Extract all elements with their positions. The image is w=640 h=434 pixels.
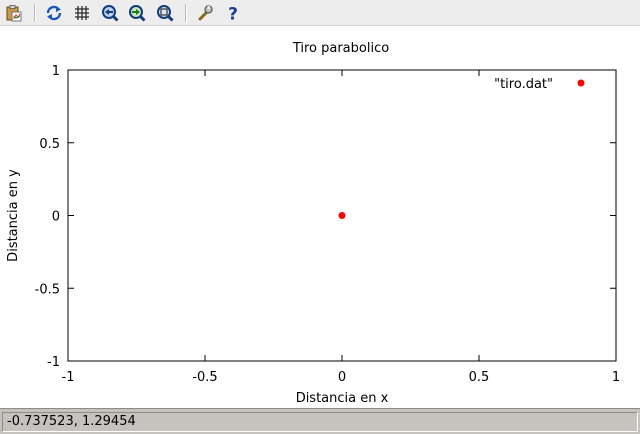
statusbar: -0.737523, 1.29454 <box>0 408 640 434</box>
data-points <box>338 212 346 219</box>
wrench-icon <box>198 5 213 21</box>
legend: "tiro.dat" <box>494 77 585 92</box>
help-icon: ? <box>228 5 238 23</box>
y-tick-label: 0 <box>52 210 60 225</box>
zoom-fit-icon <box>157 5 174 22</box>
data-point <box>338 212 346 219</box>
copy-clipboard-button[interactable] <box>4 3 24 23</box>
zoom-next-icon <box>129 5 146 22</box>
x-axis-label: Distancia en x <box>296 391 389 406</box>
y-axis-label: Distancia en y <box>6 169 21 262</box>
y-tick-label: -1 <box>47 355 60 370</box>
y-tick-label: 0.5 <box>39 137 60 152</box>
zoom-previous-icon <box>102 5 119 22</box>
grid-icon <box>75 6 89 20</box>
toolbar-separator <box>34 4 36 22</box>
x-tick-label: 0.5 <box>469 370 490 385</box>
autoscale-button[interactable] <box>155 3 175 23</box>
options-button[interactable] <box>195 3 215 23</box>
axis-ticks: -1 -0.5 0 0.5 1 -1 -0.5 0 0.5 1 <box>35 64 621 385</box>
clipboard-icon <box>6 5 22 22</box>
x-tick-label: -1 <box>62 370 75 385</box>
chart-title: Tiro parabolico <box>292 41 389 56</box>
y-tick-label: 1 <box>52 64 60 79</box>
x-tick-label: 0 <box>338 370 346 385</box>
zoom-next-button[interactable] <box>127 3 147 23</box>
legend-label: "tiro.dat" <box>494 77 553 92</box>
y-tick-label: -0.5 <box>35 282 60 297</box>
coordinate-readout: -0.737523, 1.29454 <box>2 412 638 432</box>
toolbar-separator <box>185 4 187 22</box>
grid-button[interactable] <box>72 3 92 23</box>
scatter-chart: Tiro parabolico -1 -0.5 0 0.5 1 -1 -0.5 0 0.5 1 D… <box>6 41 621 406</box>
plot-canvas[interactable]: Tiro parabolico -1 -0.5 0 0.5 1 -1 -0.5 0 0.5 1 D… <box>0 26 640 408</box>
x-tick-label: 1 <box>612 370 620 385</box>
x-tick-label: -0.5 <box>192 370 217 385</box>
help-button[interactable]: ? <box>223 3 243 23</box>
zoom-previous-button[interactable] <box>100 3 120 23</box>
toolbar: ? <box>0 0 640 26</box>
replot-button[interactable] <box>44 3 64 23</box>
svg-text:?: ? <box>228 5 238 23</box>
legend-marker <box>577 79 585 87</box>
refresh-icon <box>46 5 62 21</box>
